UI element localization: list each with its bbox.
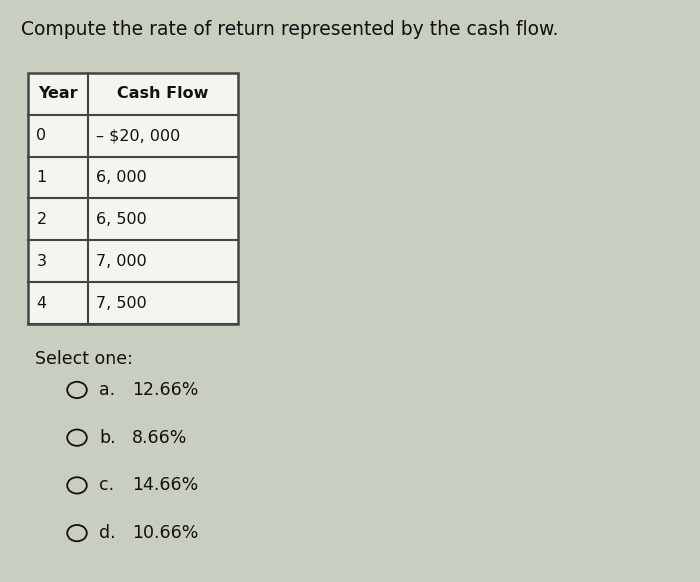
Text: 10.66%: 10.66% (132, 524, 199, 542)
Text: 6, 000: 6, 000 (96, 170, 147, 185)
Text: 2: 2 (36, 212, 46, 227)
Text: c.: c. (99, 477, 115, 494)
Text: 6, 500: 6, 500 (96, 212, 147, 227)
Text: 8.66%: 8.66% (132, 429, 188, 446)
Text: b.: b. (99, 429, 116, 446)
Text: Cash Flow: Cash Flow (117, 86, 209, 101)
Text: 7, 500: 7, 500 (96, 296, 147, 311)
Text: 0: 0 (36, 128, 46, 143)
Text: 1: 1 (36, 170, 47, 185)
Text: 12.66%: 12.66% (132, 381, 199, 399)
Text: Compute the rate of return represented by the cash flow.: Compute the rate of return represented b… (21, 20, 559, 40)
Text: a.: a. (99, 381, 116, 399)
Text: Select one:: Select one: (35, 350, 133, 368)
Text: Year: Year (38, 86, 78, 101)
Text: 3: 3 (36, 254, 46, 269)
Text: d.: d. (99, 524, 116, 542)
Text: 14.66%: 14.66% (132, 477, 199, 494)
Text: 4: 4 (36, 296, 46, 311)
FancyBboxPatch shape (28, 73, 238, 324)
Text: 7, 000: 7, 000 (96, 254, 147, 269)
Text: – $20, 000: – $20, 000 (96, 128, 180, 143)
